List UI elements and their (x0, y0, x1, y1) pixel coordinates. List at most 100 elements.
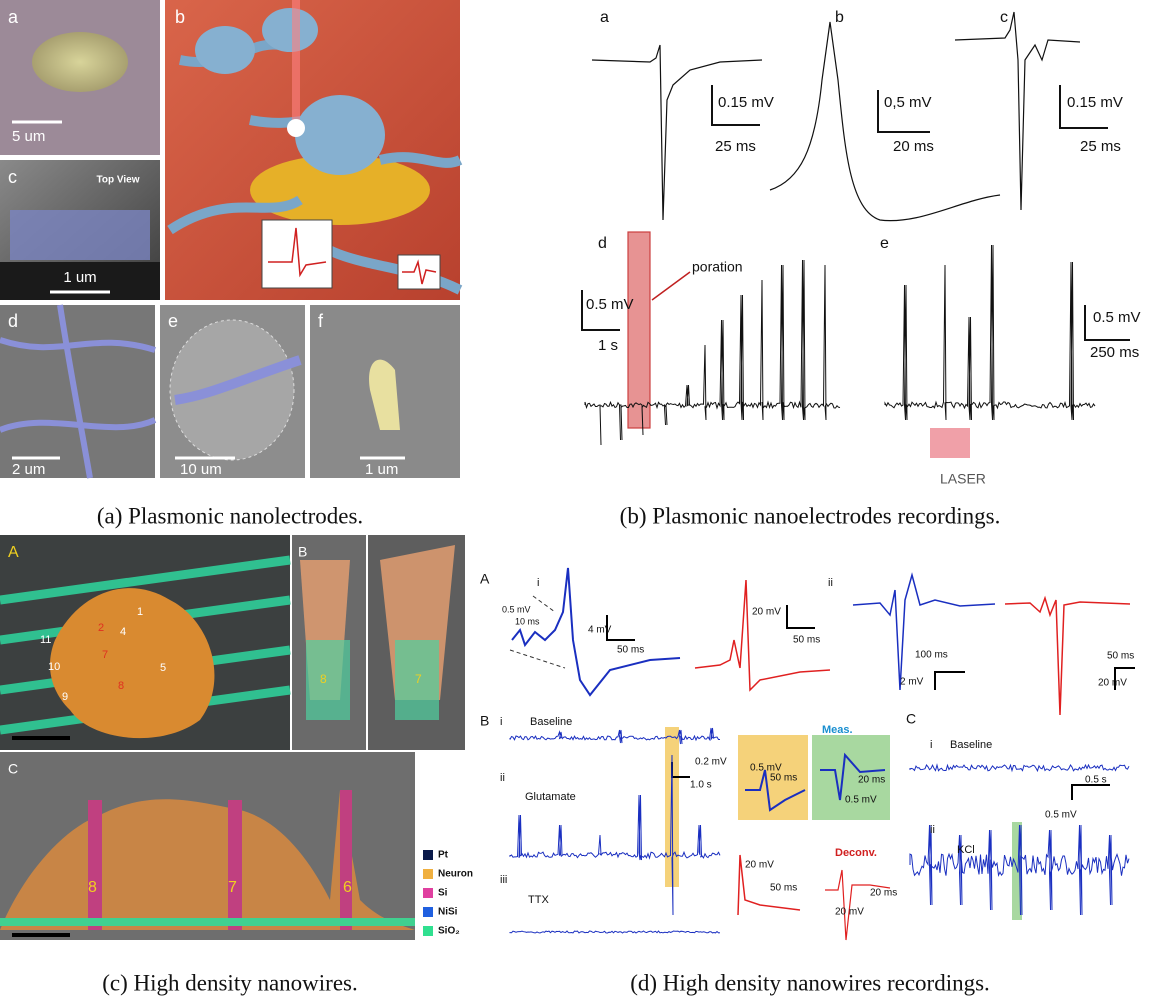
label: 5 um (12, 128, 45, 145)
label: Top View (97, 175, 140, 186)
trace (955, 12, 1080, 210)
laser-box (930, 428, 970, 458)
label: 10 um (180, 461, 222, 478)
label: 20 ms (858, 775, 885, 786)
label: 7 (228, 879, 237, 896)
trace (770, 22, 1000, 221)
figure: a5 umbcTop View1 umd2 ume10 umf1 um(a) P… (0, 0, 1150, 1005)
label: 2 (98, 622, 104, 634)
label: 50 ms (1107, 651, 1134, 662)
label: Pt (438, 850, 449, 861)
legend-swatch (423, 907, 433, 917)
label: ii (500, 772, 505, 784)
label: B (298, 544, 307, 560)
label: 7 (102, 649, 108, 661)
label: 0.15 mV (718, 94, 774, 111)
laser-beam (292, 0, 300, 125)
label: A (8, 544, 19, 561)
label: i (537, 577, 539, 589)
label: poration (692, 259, 743, 275)
label: 4 (120, 626, 126, 638)
label: 2 um (12, 461, 45, 478)
panel-b-traces (582, 12, 1130, 458)
laser-spot (287, 119, 305, 137)
electrode (32, 32, 128, 92)
label: C (8, 761, 18, 777)
label: 6 (343, 879, 352, 896)
legend-swatch (423, 888, 433, 898)
arrow (652, 272, 690, 300)
label: i (930, 739, 932, 751)
trace (825, 870, 890, 940)
label: a (600, 9, 609, 26)
label: 50 ms (770, 883, 797, 894)
trace (592, 45, 762, 220)
nanowire (340, 790, 352, 930)
label: 1 um (63, 269, 96, 286)
label: 0.5 mV (586, 296, 634, 313)
label: Neuron (438, 869, 473, 880)
label: 0.5 mV (1093, 309, 1141, 326)
label: 5 (160, 662, 166, 674)
label: i (500, 716, 502, 728)
label: 0.15 mV (1067, 94, 1123, 111)
label: 250 ms (1090, 344, 1139, 361)
neuron (295, 95, 385, 175)
label: Si (438, 888, 448, 899)
label: 1.0 s (690, 780, 712, 791)
label: d (598, 235, 607, 252)
label: 20 ms (870, 888, 897, 899)
legend-swatch (423, 926, 433, 936)
caption: (d) High density nanowires recordings. (630, 970, 990, 995)
label: e (168, 311, 178, 331)
trace (510, 755, 720, 915)
label: 1 s (598, 337, 618, 354)
label: 50 ms (617, 645, 644, 656)
label: Baseline (530, 716, 572, 728)
trace (585, 260, 840, 445)
label: 0.5 mV (1045, 810, 1077, 821)
label: 50 ms (793, 635, 820, 646)
trace (885, 245, 1095, 420)
label: c (1000, 9, 1008, 26)
label: 20 mV (752, 607, 781, 618)
label: b (175, 7, 185, 27)
trace (910, 765, 1129, 771)
label: Baseline (950, 739, 992, 751)
label: A (480, 571, 490, 587)
label: 9 (62, 691, 68, 703)
caption: (c) High density nanowires. (102, 970, 358, 995)
label: 8 (118, 680, 124, 692)
label: b (835, 9, 844, 26)
label: 100 ms (915, 650, 948, 661)
caption: (b) Plasmonic nanoelectrodes recordings. (620, 503, 1001, 528)
label: c (8, 167, 17, 187)
inset (262, 220, 332, 288)
scale-bars (582, 85, 1130, 340)
label: Glutamate (525, 791, 576, 803)
label: 2 mV (900, 677, 924, 688)
label: 10 ms (515, 616, 540, 626)
nanowire (88, 800, 102, 930)
label: ii (930, 824, 935, 836)
label: 1 (137, 606, 143, 618)
label: 1 um (365, 461, 398, 478)
label: 50 ms (770, 773, 797, 784)
label: 20 mV (835, 907, 864, 918)
label: SiO₂ (438, 926, 460, 937)
label: Deconv. (835, 847, 877, 859)
panel-d-decor (510, 596, 1135, 920)
label: 4 mV (588, 625, 612, 636)
label: 20 mV (745, 860, 774, 871)
trace (510, 728, 720, 744)
label: 0.2 mV (695, 757, 727, 768)
label: 20 ms (893, 138, 934, 155)
panel-a-images (0, 0, 460, 478)
label: 0.5 mV (845, 795, 877, 806)
label: B (480, 713, 489, 729)
label: 0,5 mV (884, 94, 932, 111)
label: 8 (320, 672, 327, 686)
neuron (195, 26, 255, 74)
legend-swatch (423, 869, 433, 879)
label: ii (828, 577, 833, 589)
